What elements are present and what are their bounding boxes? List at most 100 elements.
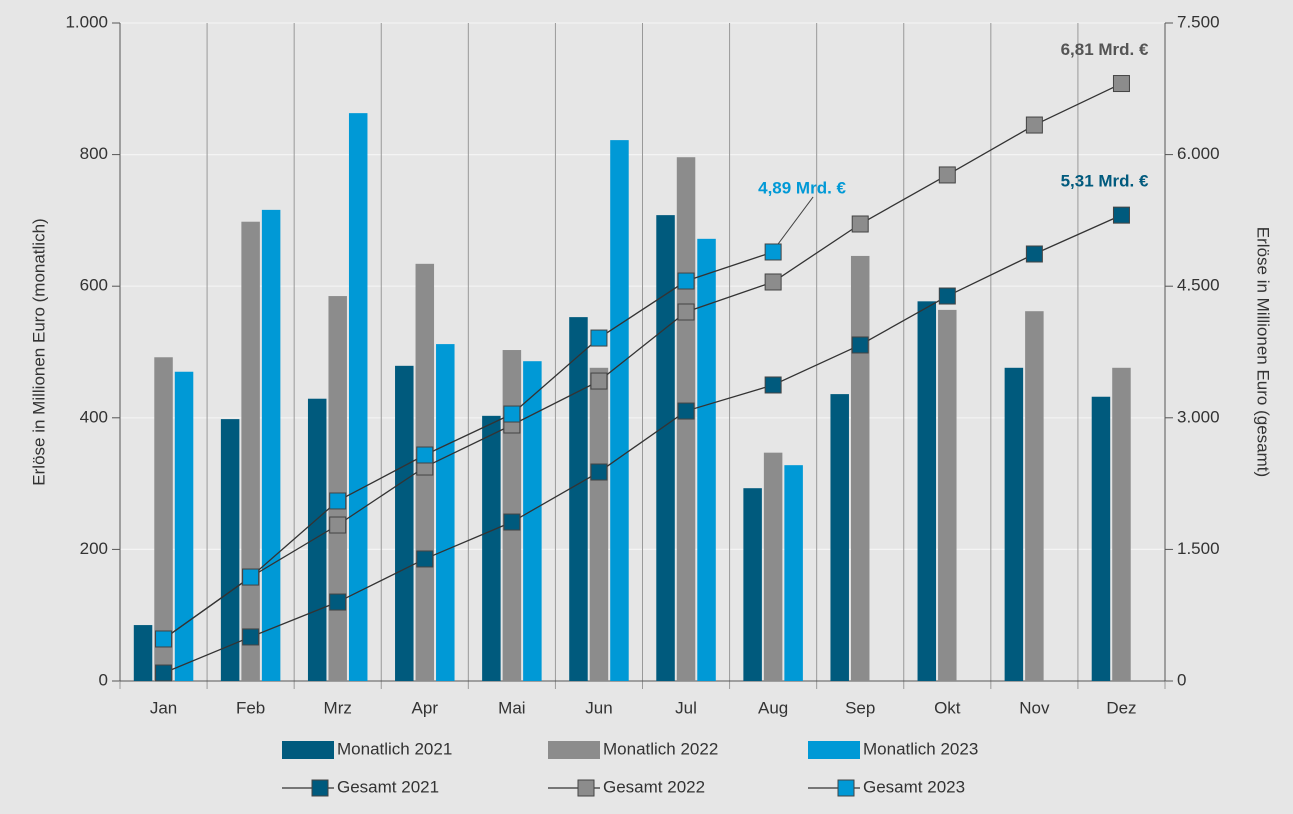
line xyxy=(163,214,1122,674)
bar xyxy=(482,415,501,681)
y-axis-label: Erlöse in Millionen Euro (monatlich) xyxy=(29,218,48,485)
bar xyxy=(395,365,414,681)
marker xyxy=(590,463,608,481)
bar xyxy=(589,367,609,681)
bar xyxy=(523,361,542,681)
marker xyxy=(155,630,173,648)
y2-tick-label: 6.000 xyxy=(1177,144,1220,163)
bar xyxy=(784,465,803,681)
bar xyxy=(307,398,327,681)
y-tick-label: 1.000 xyxy=(65,12,108,31)
bar xyxy=(174,371,194,681)
x-tick-label: Nov xyxy=(1019,698,1050,717)
y-tick-label: 200 xyxy=(80,539,108,558)
bar xyxy=(261,209,281,681)
x-tick-label: Feb xyxy=(236,698,265,717)
y-tick-label: 600 xyxy=(80,276,108,295)
x-tick-label: Apr xyxy=(412,698,439,717)
marker xyxy=(1112,206,1130,224)
marker xyxy=(329,593,347,611)
line xyxy=(163,82,1122,640)
marker xyxy=(242,568,260,586)
x-tick-label: Sep xyxy=(845,698,875,717)
y2-tick-label: 4.500 xyxy=(1177,276,1220,295)
x-tick-label: Okt xyxy=(934,698,961,717)
legend-swatch xyxy=(548,741,600,759)
marker xyxy=(590,329,608,347)
marker xyxy=(1025,116,1043,134)
bar xyxy=(917,301,937,681)
bar xyxy=(938,309,957,681)
bar xyxy=(328,296,347,681)
legend-label: Monatlich 2023 xyxy=(863,739,978,758)
marker xyxy=(938,166,956,184)
value-label: 5,31 Mrd. € xyxy=(1061,172,1149,191)
bar xyxy=(241,221,260,681)
marker xyxy=(677,272,695,290)
marker xyxy=(416,446,434,464)
marker xyxy=(764,376,782,394)
leader-line xyxy=(777,196,814,245)
bar xyxy=(697,238,716,681)
value-label: 6,81 Mrd. € xyxy=(1061,40,1149,59)
marker xyxy=(242,628,260,646)
x-tick-label: Dez xyxy=(1106,698,1136,717)
legend-label: Gesamt 2021 xyxy=(337,777,439,796)
marker xyxy=(416,550,434,568)
marker xyxy=(851,336,869,354)
marker xyxy=(677,303,695,321)
x-tick-label: Mrz xyxy=(324,698,352,717)
x-tick-label: Aug xyxy=(758,698,788,717)
legend-label: Monatlich 2022 xyxy=(603,739,718,758)
legend-label: Gesamt 2023 xyxy=(863,777,965,796)
y-tick-label: 400 xyxy=(80,407,108,426)
marker xyxy=(677,402,695,420)
y2-tick-label: 1.500 xyxy=(1177,539,1220,558)
marker xyxy=(329,516,347,534)
bar xyxy=(133,625,153,681)
legend-label: Gesamt 2022 xyxy=(603,777,705,796)
y-tick-label: 0 xyxy=(99,670,108,689)
y2-tick-label: 0 xyxy=(1177,670,1186,689)
marker xyxy=(155,664,173,682)
bar xyxy=(1004,367,1024,681)
bar xyxy=(1112,367,1131,681)
bar xyxy=(1025,311,1044,681)
marker xyxy=(503,405,521,423)
value-label: 4,89 Mrd. € xyxy=(758,178,846,197)
bar xyxy=(220,419,240,681)
bar xyxy=(850,255,870,681)
marker xyxy=(329,492,347,510)
y-tick-label: 800 xyxy=(80,144,108,163)
marker xyxy=(590,372,608,390)
bar xyxy=(1091,396,1111,681)
legend-swatch xyxy=(808,741,860,759)
x-tick-label: Jan xyxy=(150,698,177,717)
marker xyxy=(503,513,521,531)
bar xyxy=(743,488,762,681)
y2-tick-label: 3.000 xyxy=(1177,407,1220,426)
bar xyxy=(763,452,783,681)
y2-axis-label: Erlöse in Millionen Euro (gesamt) xyxy=(1254,227,1273,477)
legend-swatch xyxy=(282,741,334,759)
bar xyxy=(348,113,368,681)
bar xyxy=(830,394,849,681)
x-tick-label: Jul xyxy=(675,698,697,717)
legend-marker xyxy=(311,779,329,797)
y2-tick-label: 7.500 xyxy=(1177,12,1220,31)
bar xyxy=(656,215,675,682)
x-tick-label: Jun xyxy=(585,698,612,717)
legend-marker xyxy=(837,779,855,797)
bar xyxy=(610,140,629,681)
bar xyxy=(154,357,173,681)
legend-label: Monatlich 2021 xyxy=(337,739,452,758)
bar xyxy=(569,317,588,681)
marker xyxy=(938,287,956,305)
line xyxy=(163,251,774,640)
marker xyxy=(851,215,869,233)
marker xyxy=(764,243,782,261)
marker xyxy=(1112,75,1130,93)
legend-marker xyxy=(577,779,595,797)
x-tick-label: Mai xyxy=(498,698,525,717)
